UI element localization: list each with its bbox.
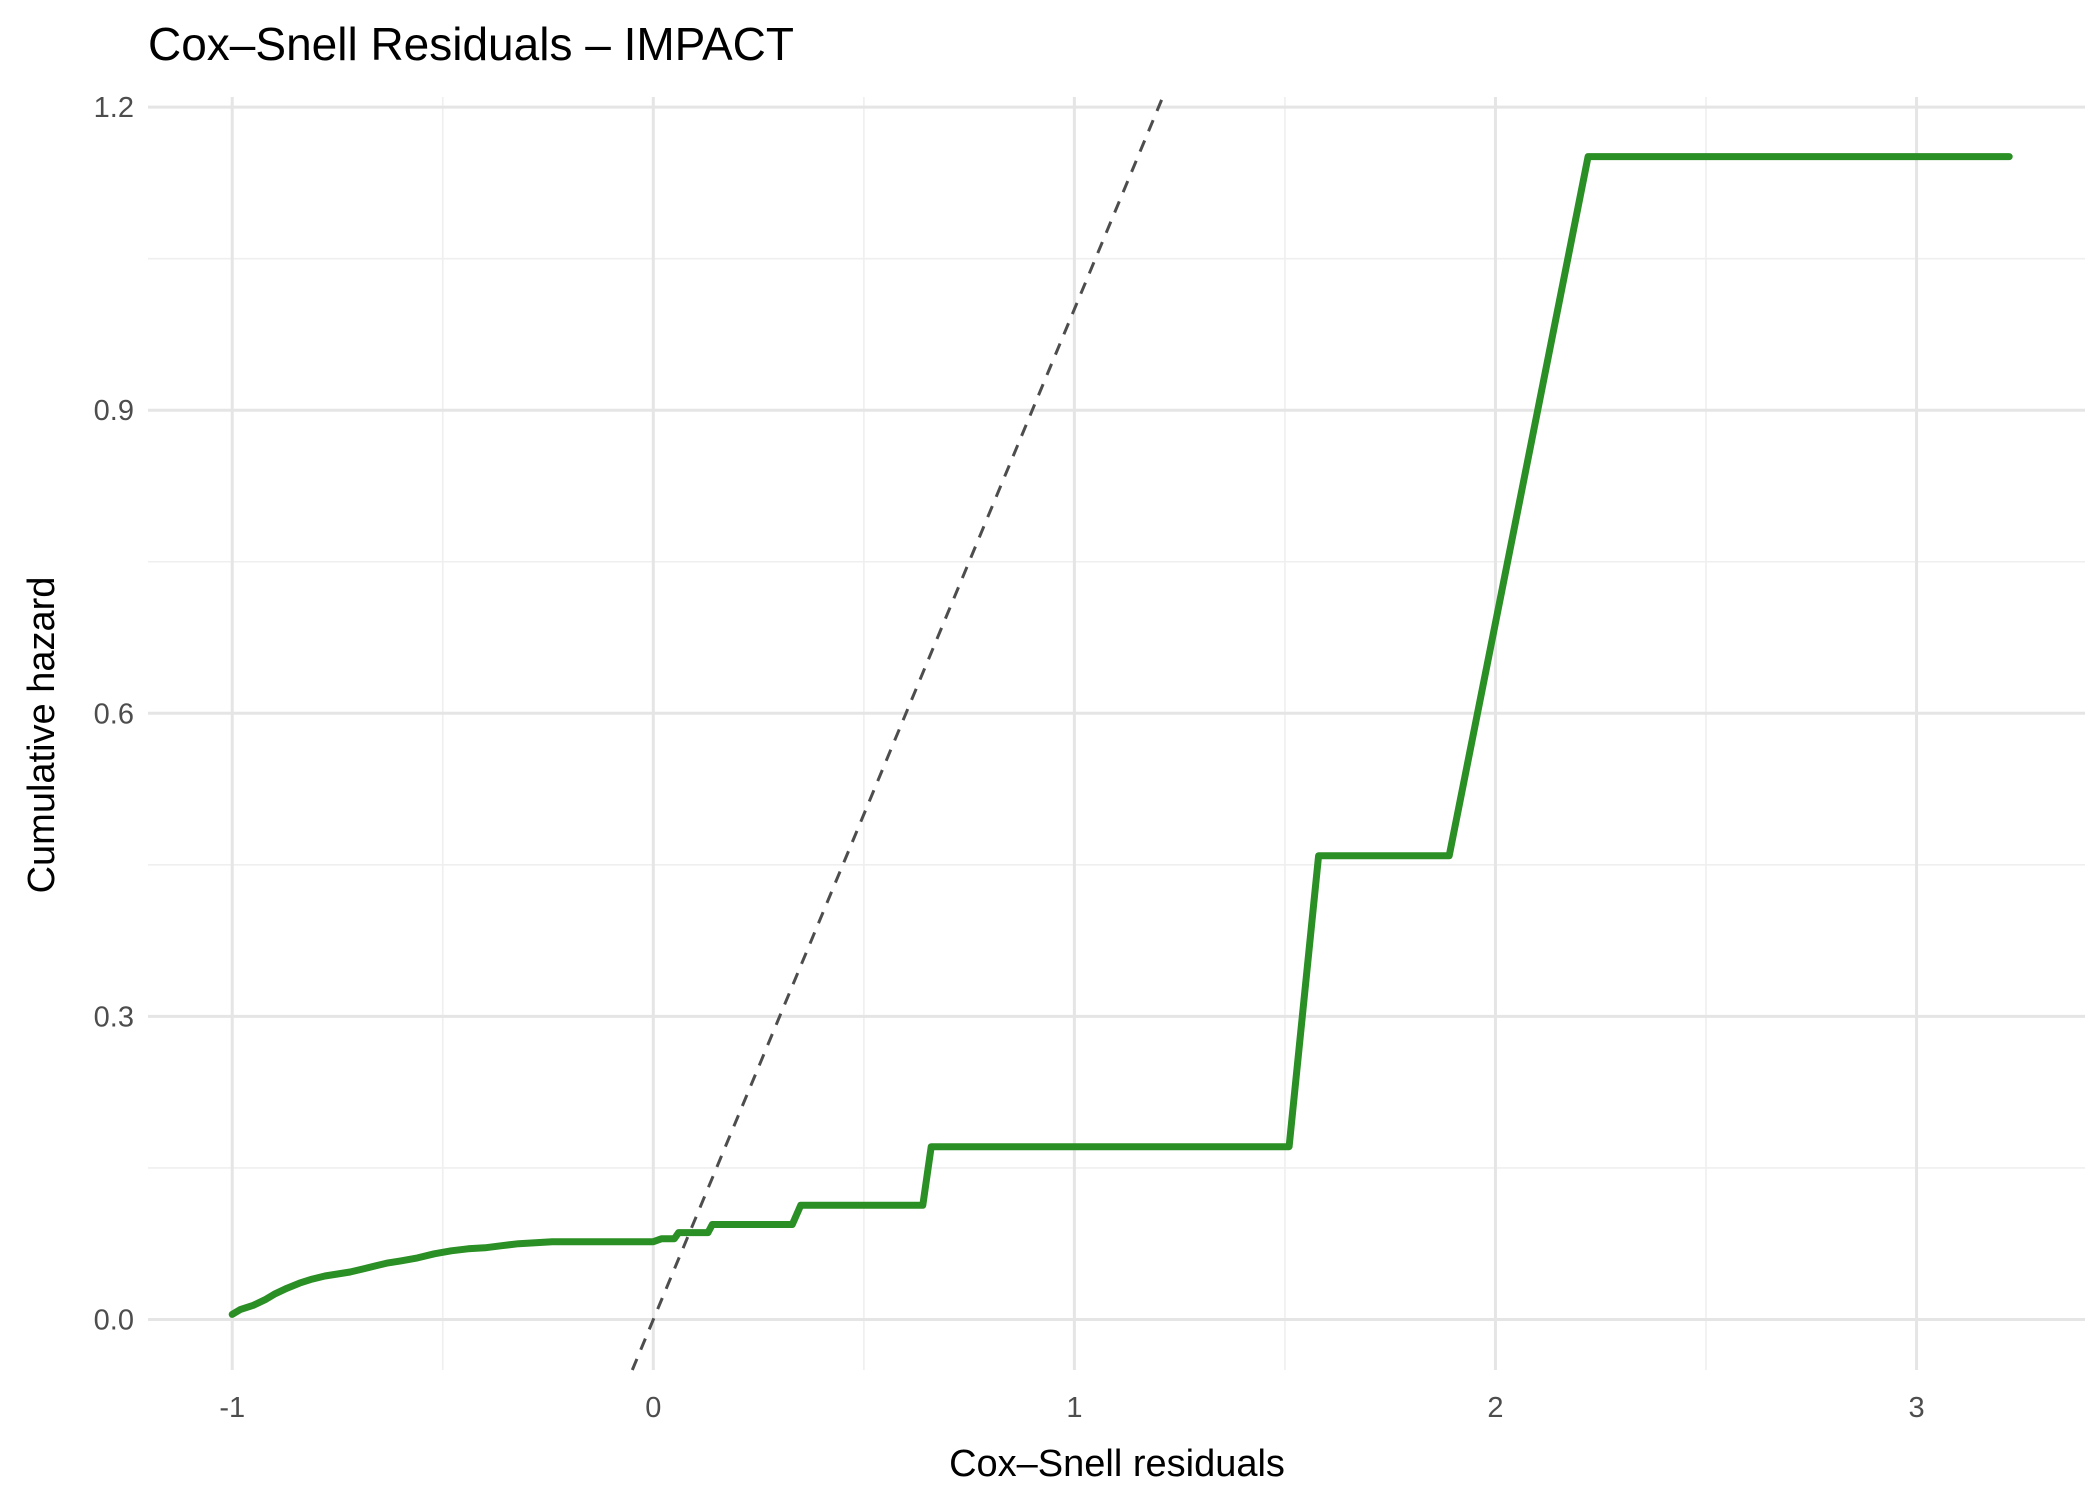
y-tick-label: 0.3 (94, 1001, 134, 1033)
x-tick-label: 0 (645, 1392, 661, 1424)
chart-title: Cox–Snell Residuals – IMPACT (148, 18, 794, 70)
x-tick-label: 2 (1487, 1392, 1503, 1424)
x-axis-title: Cox–Snell residuals (949, 1443, 1285, 1485)
x-tick-label: 1 (1066, 1392, 1082, 1424)
reference-line-y-equals-x (630, 96, 1165, 1371)
y-axis-title: Cumulative hazard (21, 577, 63, 894)
x-tick-label: 3 (1908, 1392, 1924, 1424)
grid (148, 97, 2085, 1370)
y-tick-label: 1.2 (94, 92, 134, 124)
y-axis-ticks: 0.0 0.3 0.6 0.9 1.2 (94, 92, 134, 1336)
y-tick-label: 0.0 (94, 1304, 134, 1336)
y-tick-label: 0.6 (94, 698, 134, 730)
x-axis-ticks: -1 0 1 2 3 (219, 1392, 1924, 1424)
series-layer (228, 96, 2013, 1371)
y-tick-label: 0.9 (94, 395, 134, 427)
cumulative-hazard-line (228, 153, 2013, 1318)
x-tick-label: -1 (219, 1392, 245, 1424)
